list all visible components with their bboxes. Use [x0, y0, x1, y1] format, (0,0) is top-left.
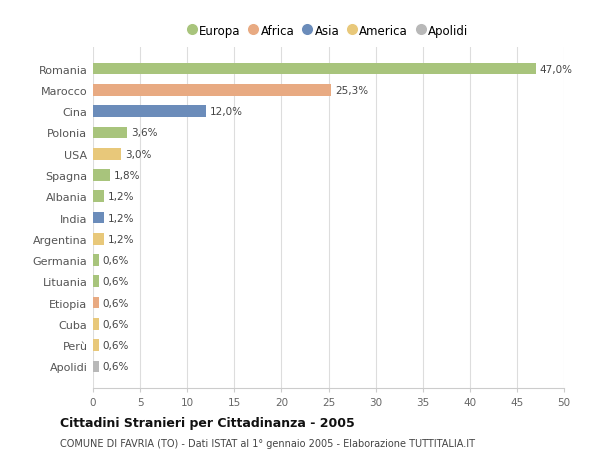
Text: 1,8%: 1,8%: [114, 171, 140, 180]
Legend: Europa, Africa, Asia, America, Apolidi: Europa, Africa, Asia, America, Apolidi: [184, 20, 473, 43]
Bar: [93, 127, 127, 139]
Text: COMUNE DI FAVRIA (TO) - Dati ISTAT al 1° gennaio 2005 - Elaborazione TUTTITALIA.: COMUNE DI FAVRIA (TO) - Dati ISTAT al 1°…: [60, 438, 475, 448]
Text: 0,6%: 0,6%: [103, 256, 129, 265]
Bar: [93, 340, 98, 351]
Text: 1,2%: 1,2%: [108, 192, 134, 202]
Bar: [93, 212, 104, 224]
Bar: [93, 255, 98, 266]
Bar: [93, 64, 536, 75]
Bar: [93, 191, 104, 202]
Text: 3,0%: 3,0%: [125, 149, 151, 159]
Text: 0,6%: 0,6%: [103, 362, 129, 372]
Text: 1,2%: 1,2%: [108, 234, 134, 244]
Bar: [93, 85, 331, 96]
Bar: [93, 318, 98, 330]
Text: 1,2%: 1,2%: [108, 213, 134, 223]
Bar: [93, 361, 98, 372]
Text: 0,6%: 0,6%: [103, 341, 129, 350]
Bar: [93, 234, 104, 245]
Bar: [93, 297, 98, 309]
Text: 0,6%: 0,6%: [103, 298, 129, 308]
Bar: [93, 149, 121, 160]
Text: 3,6%: 3,6%: [131, 128, 157, 138]
Text: 12,0%: 12,0%: [210, 107, 243, 117]
Bar: [93, 276, 98, 287]
Bar: [93, 106, 206, 118]
Text: 25,3%: 25,3%: [335, 86, 368, 95]
Text: Cittadini Stranieri per Cittadinanza - 2005: Cittadini Stranieri per Cittadinanza - 2…: [60, 416, 355, 429]
Bar: [93, 170, 110, 181]
Text: 0,6%: 0,6%: [103, 319, 129, 329]
Text: 0,6%: 0,6%: [103, 277, 129, 287]
Text: 47,0%: 47,0%: [539, 64, 572, 74]
